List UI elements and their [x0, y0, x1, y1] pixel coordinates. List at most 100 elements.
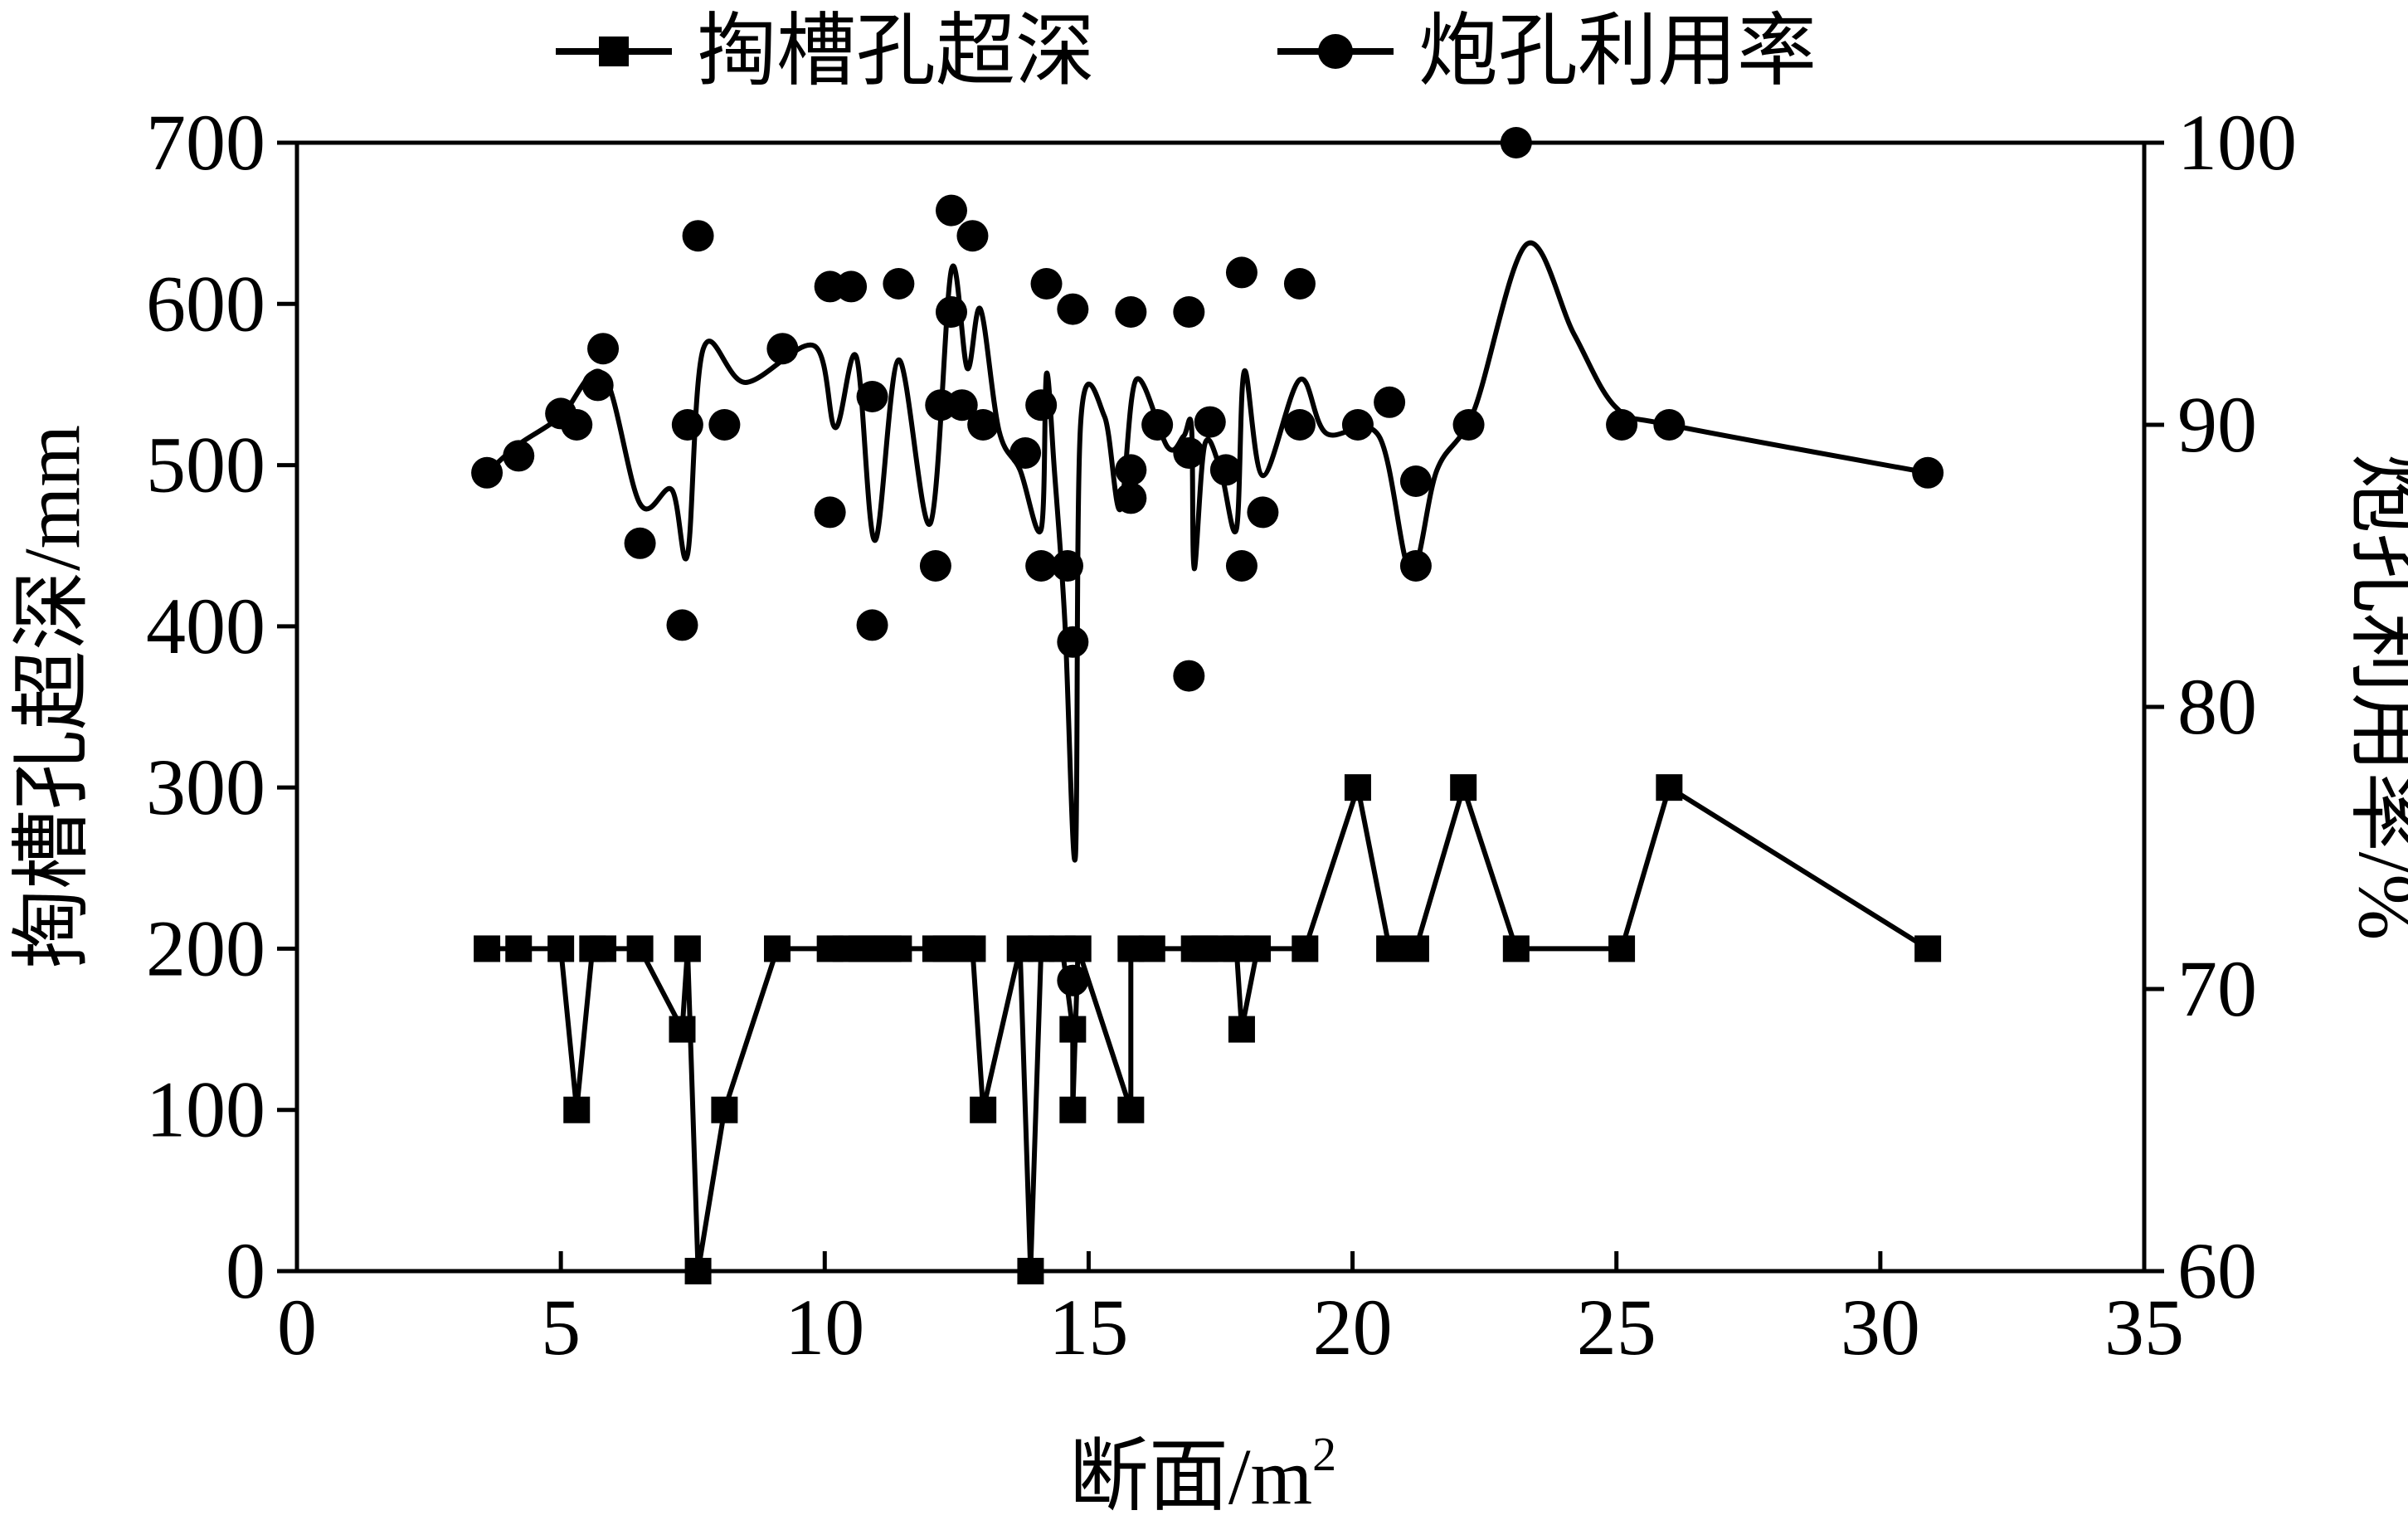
utilization-circle-marker	[946, 389, 978, 421]
utilization-circle-marker	[1173, 296, 1205, 328]
legend-item-hole-utilization: 炮孔利用率	[1277, 7, 1817, 95]
overdepth-square-marker	[1450, 774, 1477, 801]
utilization-circle-marker	[919, 550, 951, 582]
utilization-circle-marker	[967, 409, 1000, 441]
overdepth-square-marker	[1608, 935, 1636, 962]
x-tick-label: 10	[785, 1283, 864, 1372]
overdepth-square-marker	[1914, 935, 1942, 962]
x-tick-label: 20	[1313, 1283, 1393, 1372]
y-right-tick-label: 70	[2177, 944, 2257, 1033]
overdepth-line	[487, 785, 1929, 1274]
legend: 掏槽孔超深 炮孔利用率	[556, 7, 1817, 95]
utilization-circle-marker	[1009, 437, 1042, 469]
overdepth-square-marker	[1502, 935, 1530, 962]
utilization-circle-marker	[856, 609, 888, 641]
overdepth-square-marker	[970, 1096, 997, 1123]
overdepth-square-marker	[1344, 774, 1371, 801]
utilization-circle-marker	[766, 333, 799, 365]
y-right-tick-label: 100	[2177, 98, 2297, 187]
y-axis-right: 60 70 80 90 100	[2144, 98, 2297, 1315]
utilization-circle-marker	[1283, 409, 1316, 441]
utilization-circle-marker	[1500, 127, 1532, 158]
x-axis: 0 5 10 15 20 25 30 35	[277, 1251, 2184, 1372]
x-tick-label: 25	[1577, 1283, 1656, 1372]
utilization-circle-marker	[682, 220, 714, 252]
utilization-circle-marker	[1051, 550, 1083, 582]
utilization-circle-marker	[1194, 406, 1226, 438]
utilization-circle-marker	[1057, 964, 1089, 996]
overdepth-square-marker	[1292, 935, 1319, 962]
overdepth-square-marker	[1059, 1096, 1087, 1123]
utilization-circle-marker	[503, 440, 535, 472]
overdepth-square-marker	[1376, 935, 1403, 962]
utilization-circle-marker	[1173, 437, 1205, 469]
x-tick-label: 35	[2104, 1283, 2184, 1372]
y-left-tick-label: 400	[146, 582, 265, 670]
utilization-circle-marker	[1399, 550, 1432, 582]
utilization-circle-marker	[1225, 550, 1258, 582]
utilization-circle-marker	[883, 268, 915, 300]
utilization-circle-marker	[587, 333, 620, 365]
utilization-circle-marker	[814, 496, 846, 529]
utilization-circle-marker	[1912, 456, 1944, 489]
utilization-circle-marker	[671, 409, 703, 441]
utilization-circle-marker	[561, 409, 593, 441]
legend-square-marker-icon	[599, 37, 629, 66]
utilization-circle-marker	[1283, 268, 1316, 300]
y-axis-left: 0 100 200 300 400 500 600 700	[146, 98, 297, 1315]
y-right-tick-label: 90	[2177, 380, 2257, 469]
overdepth-square-marker	[1059, 1016, 1087, 1043]
x-tick-label: 30	[1841, 1283, 1920, 1372]
overdepth-square-marker	[1244, 935, 1272, 962]
x-tick-label: 0	[277, 1283, 317, 1372]
y-axis-right-title: 炮孔利用率/%	[2342, 454, 2408, 941]
utilization-circle-marker	[581, 369, 614, 402]
overdepth-square-marker	[674, 935, 701, 962]
y-left-tick-label: 500	[146, 421, 265, 509]
overdepth-square-marker	[547, 935, 575, 962]
overdepth-square-marker	[1402, 935, 1429, 962]
overdepth-square-marker	[684, 1258, 712, 1284]
y-left-tick-label: 100	[146, 1065, 265, 1154]
x-tick-label: 5	[541, 1283, 581, 1372]
utilization-circle-marker	[1247, 496, 1279, 529]
utilization-circle-marker	[935, 296, 967, 328]
x-tick-label: 15	[1048, 1283, 1128, 1372]
utilization-circle-marker	[1115, 482, 1147, 514]
utilization-circle-marker	[624, 527, 656, 559]
legend-label-overdepth: 掏槽孔超深	[697, 7, 1095, 95]
overdepth-square-marker	[764, 935, 791, 962]
overdepth-square-marker	[1138, 935, 1165, 962]
overdepth-square-marker	[590, 935, 617, 962]
utilization-circle-marker	[956, 220, 989, 252]
overdepth-square-marker	[563, 1096, 591, 1123]
overdepth-square-marker	[1656, 774, 1683, 801]
utilization-circle-marker	[1209, 454, 1242, 486]
utilization-curve	[485, 240, 1929, 863]
overdepth-square-marker	[669, 1016, 696, 1043]
utilization-circle-marker	[1606, 409, 1638, 441]
utilization-circle-marker	[1141, 409, 1174, 441]
legend-label-utilization: 炮孔利用率	[1418, 7, 1817, 95]
utilization-circle-marker	[666, 609, 698, 641]
legend-item-cut-hole-overdepth: 掏槽孔超深	[556, 7, 1095, 95]
utilization-circle-marker	[708, 409, 741, 441]
utilization-circle-marker	[1173, 660, 1205, 692]
overdepth-square-marker	[1117, 1096, 1145, 1123]
utilization-circle-marker	[1374, 386, 1406, 418]
overdepth-square-marker	[711, 1096, 738, 1123]
overdepth-square-marker	[626, 935, 654, 962]
y-right-tick-label: 60	[2177, 1226, 2257, 1315]
y-left-tick-label: 0	[226, 1226, 265, 1315]
overdepth-square-marker	[1017, 1258, 1044, 1284]
y-right-tick-label: 80	[2177, 662, 2257, 751]
utilization-circle-marker	[1653, 409, 1686, 441]
overdepth-square-marker	[959, 935, 986, 962]
overdepth-square-marker	[474, 935, 501, 962]
utilization-circle-marker	[1025, 389, 1058, 421]
overdepth-square-marker	[505, 935, 533, 962]
legend-circle-marker-icon	[1318, 34, 1353, 69]
overdepth-square-marker	[1228, 1016, 1255, 1043]
utilization-circle-marker	[935, 194, 967, 227]
